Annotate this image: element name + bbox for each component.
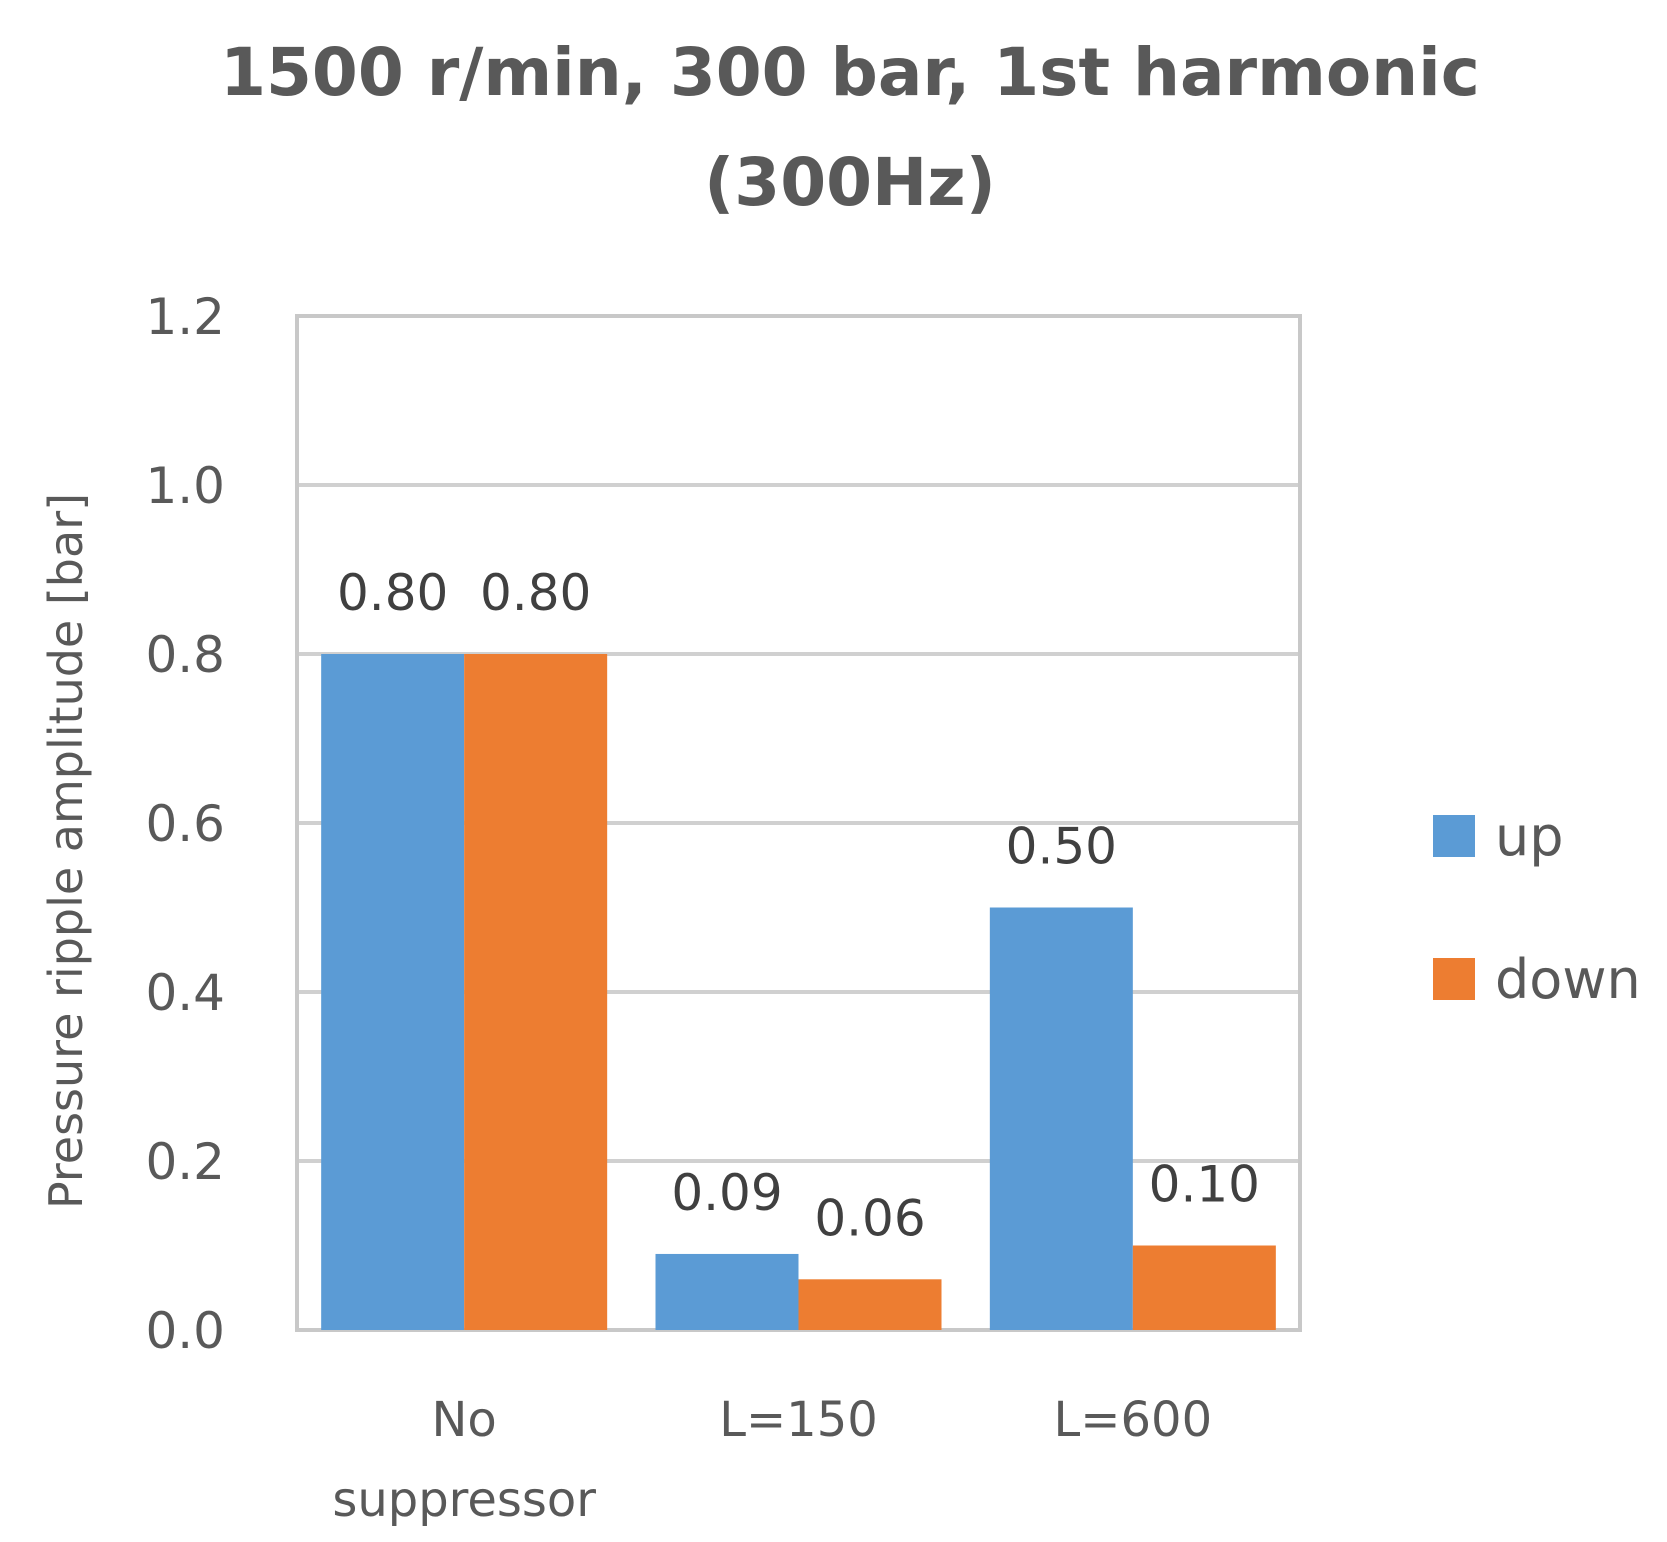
data-label-up-2: 0.09 — [671, 1164, 782, 1222]
data-label-up-3: 0.50 — [1006, 818, 1117, 876]
bars — [321, 654, 1276, 1330]
y-tick-label: 0.2 — [145, 1133, 225, 1191]
y-tick-label: 0.4 — [145, 964, 225, 1022]
y-axis-ticks: 0.0 0.2 0.4 0.6 0.8 1.0 1.2 — [145, 288, 225, 1360]
y-tick-label: 0.8 — [145, 626, 225, 684]
y-tick-label: 1.0 — [145, 457, 225, 515]
x-category-label: suppressor — [332, 1472, 596, 1528]
bar-up-3 — [989, 907, 1133, 1330]
chart-title-line-1: 1500 r/min, 300 bar, 1st harmonic — [220, 34, 1480, 111]
data-label-down-2: 0.06 — [814, 1189, 925, 1247]
y-tick-label: 1.2 — [145, 288, 225, 346]
x-category-label: L=600 — [1054, 1392, 1213, 1448]
data-label-down-1: 0.80 — [480, 564, 591, 622]
legend-swatch-down — [1433, 958, 1475, 1000]
y-tick-label: 0.6 — [145, 795, 225, 853]
data-label-down-3: 0.10 — [1149, 1156, 1260, 1214]
x-axis-categories: No suppressor L=150 L=600 — [332, 1392, 1212, 1528]
legend: up down — [1433, 805, 1641, 1011]
y-axis-label: Pressure ripple amplitude [bar] — [39, 493, 93, 1209]
bar-down-1 — [464, 654, 608, 1330]
bar-up-1 — [321, 654, 465, 1330]
legend-label-up: up — [1495, 805, 1564, 868]
chart-title-line-2: (300Hz) — [704, 144, 996, 221]
x-category-label: No — [432, 1392, 497, 1448]
legend-swatch-up — [1433, 815, 1475, 857]
y-tick-label: 0.0 — [145, 1302, 225, 1360]
x-category-label: L=150 — [719, 1392, 878, 1448]
data-label-up-1: 0.80 — [337, 564, 448, 622]
bar-up-2 — [655, 1253, 799, 1330]
y-axis-title: Pressure ripple amplitude [bar] — [39, 493, 93, 1209]
bar-down-2 — [798, 1279, 942, 1330]
bar-down-3 — [1132, 1245, 1276, 1330]
chart-title: 1500 r/min, 300 bar, 1st harmonic (300Hz) — [220, 34, 1480, 221]
data-labels: 0.80 0.80 0.09 0.06 0.50 0.10 — [337, 564, 1260, 1247]
legend-label-down: down — [1495, 948, 1641, 1011]
